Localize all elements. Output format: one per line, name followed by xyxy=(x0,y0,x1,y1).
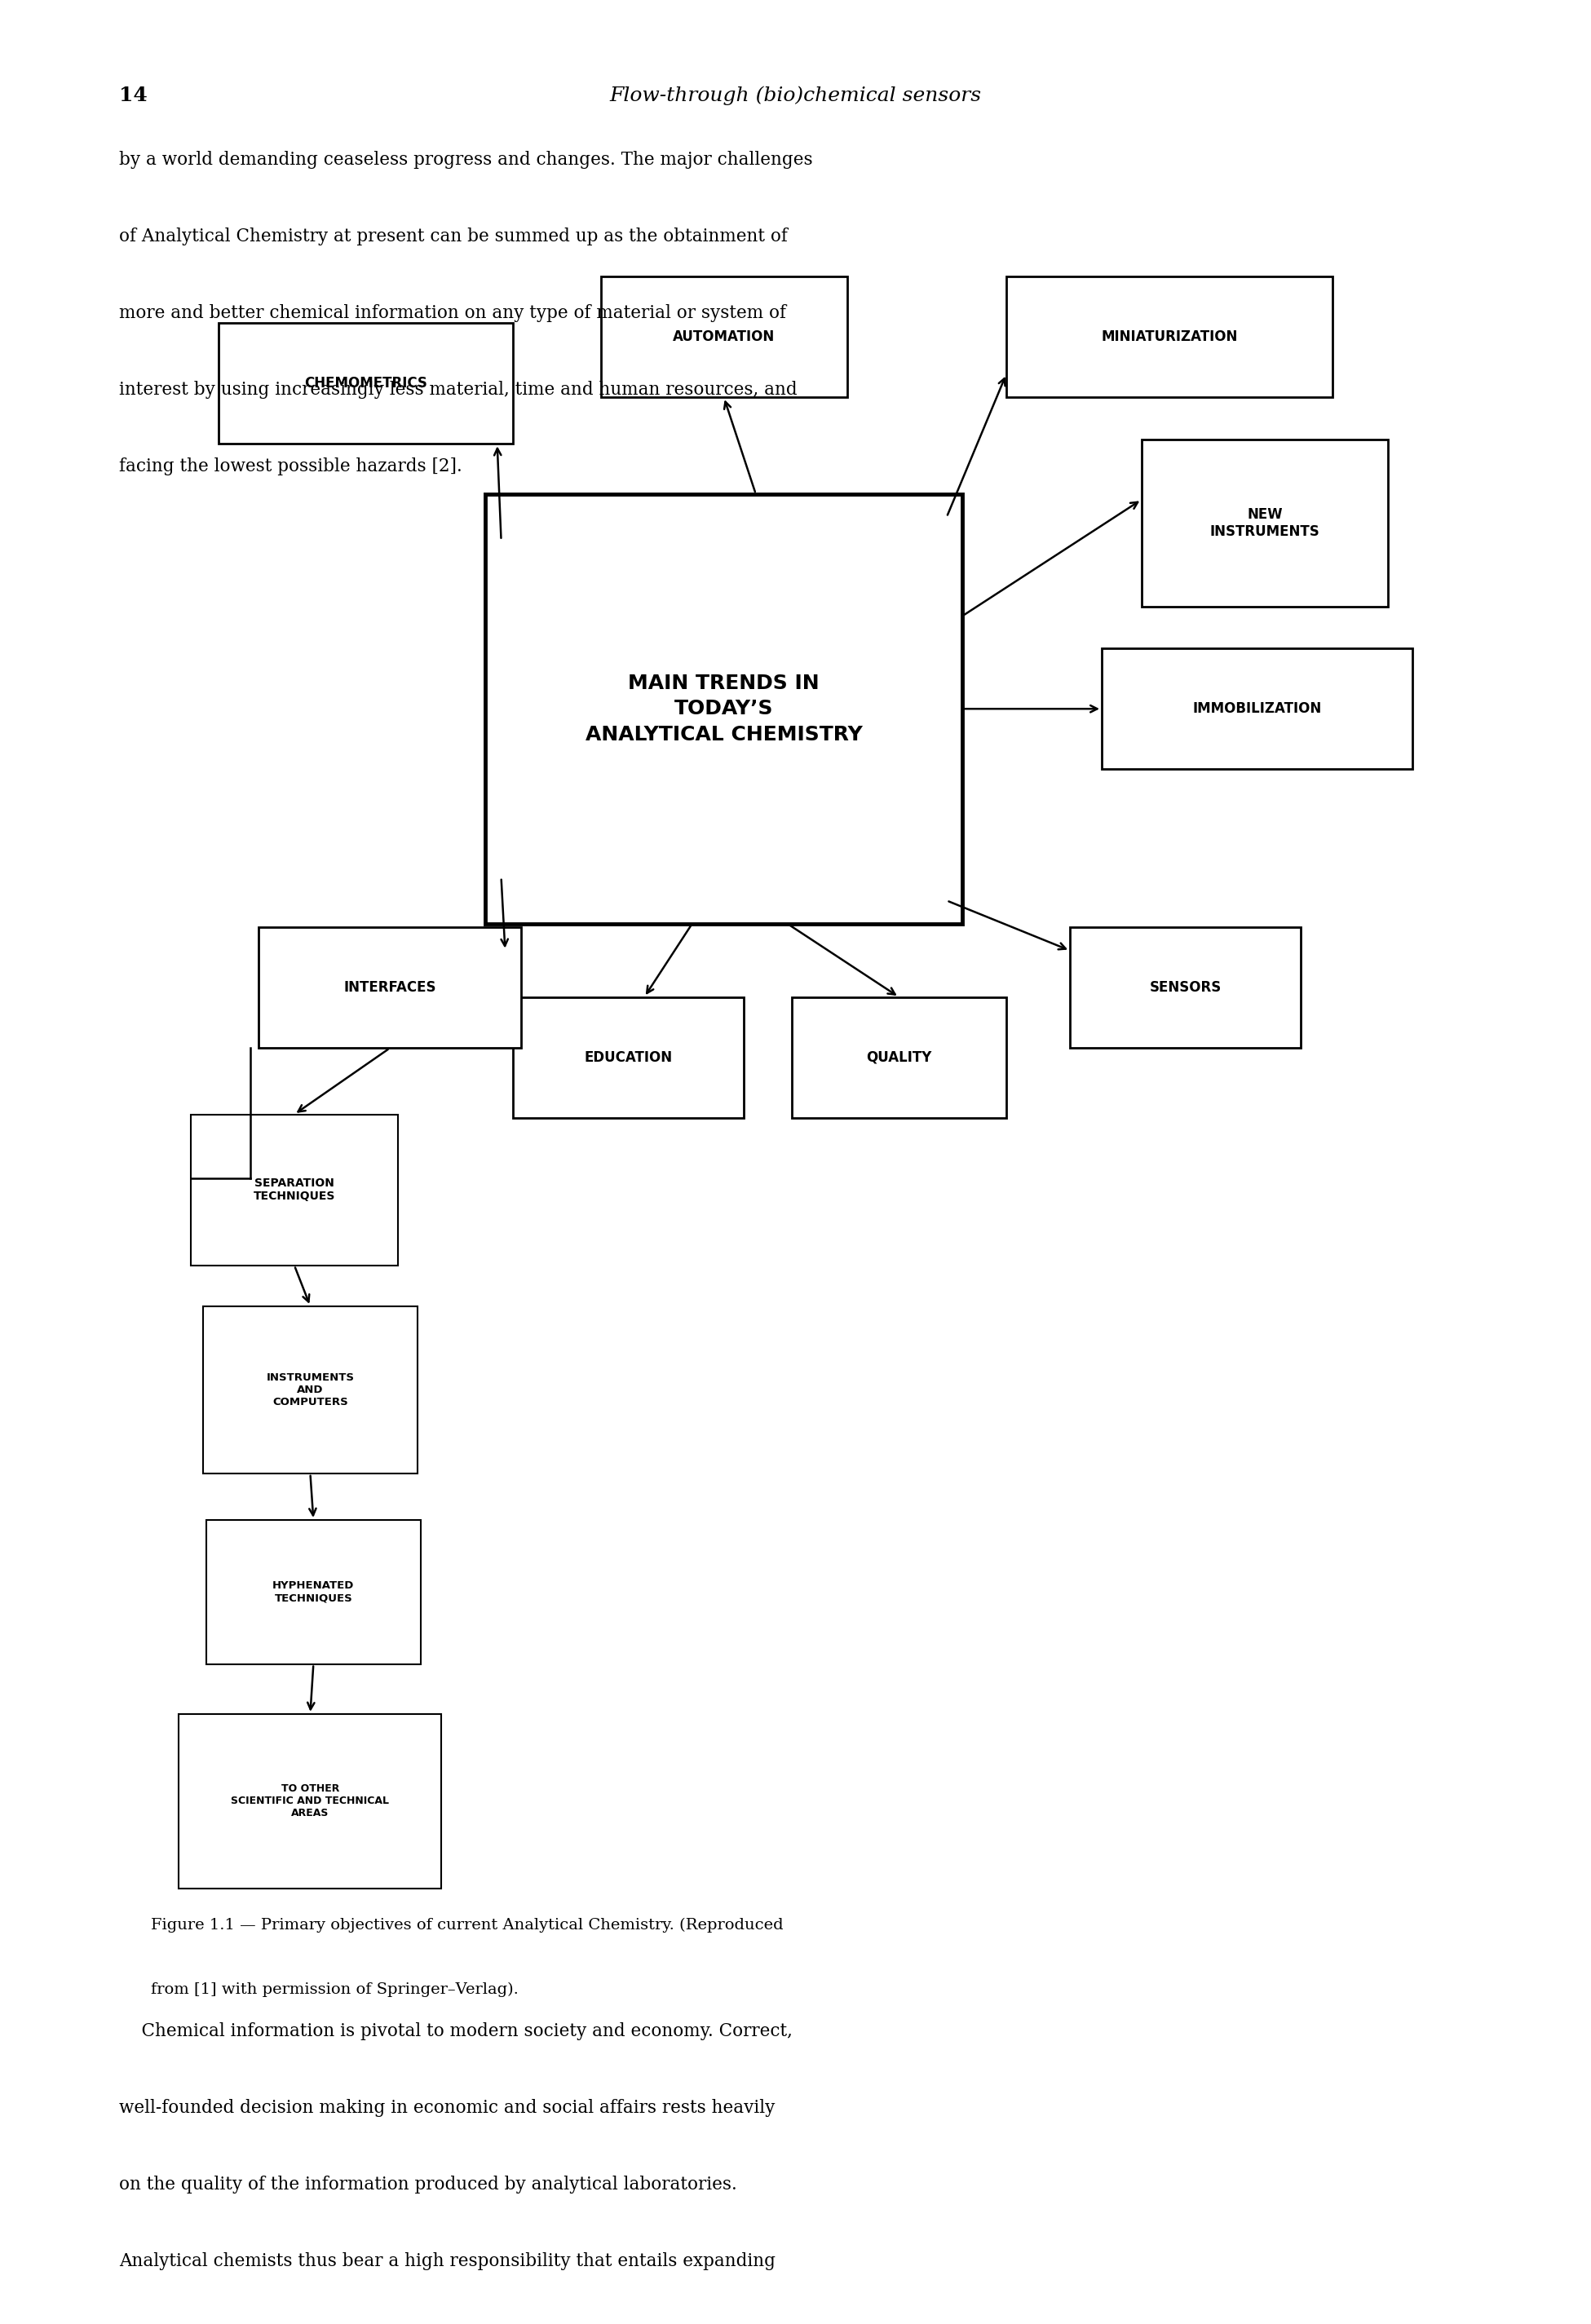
FancyBboxPatch shape xyxy=(180,1715,442,1887)
Text: QUALITY: QUALITY xyxy=(866,1050,932,1064)
FancyBboxPatch shape xyxy=(207,1520,420,1664)
FancyBboxPatch shape xyxy=(1071,927,1301,1048)
Text: from [1] with permission of Springer–Verlag).: from [1] with permission of Springer–Ver… xyxy=(151,1982,519,1996)
Text: AUTOMATION: AUTOMATION xyxy=(673,330,775,344)
Text: Flow-through (bio)chemical sensors: Flow-through (bio)chemical sensors xyxy=(609,86,982,105)
Text: 14: 14 xyxy=(119,86,148,105)
Text: Figure 1.1 — Primary objectives of current Analytical Chemistry. (Reproduced: Figure 1.1 — Primary objectives of curre… xyxy=(151,1917,784,1931)
FancyBboxPatch shape xyxy=(258,927,522,1048)
Text: Analytical chemists thus bear a high responsibility that entails expanding: Analytical chemists thus bear a high res… xyxy=(119,2252,776,2271)
FancyBboxPatch shape xyxy=(485,495,963,925)
Text: CHEMOMETRICS: CHEMOMETRICS xyxy=(304,376,428,390)
FancyBboxPatch shape xyxy=(601,277,846,397)
Text: interest by using increasingly less material, time and human resources, and: interest by using increasingly less mate… xyxy=(119,381,797,400)
Text: INSTRUMENTS
AND
COMPUTERS: INSTRUMENTS AND COMPUTERS xyxy=(266,1371,355,1408)
Text: HYPHENATED
TECHNIQUES: HYPHENATED TECHNIQUES xyxy=(272,1580,355,1604)
Text: IMMOBILIZATION: IMMOBILIZATION xyxy=(1192,702,1322,716)
FancyBboxPatch shape xyxy=(220,323,514,444)
Text: SEPARATION
TECHNIQUES: SEPARATION TECHNIQUES xyxy=(253,1178,336,1202)
Text: Chemical information is pivotal to modern society and economy. Correct,: Chemical information is pivotal to moder… xyxy=(119,2022,792,2040)
FancyBboxPatch shape xyxy=(791,997,1006,1118)
Text: MINIATURIZATION: MINIATURIZATION xyxy=(1101,330,1238,344)
FancyBboxPatch shape xyxy=(1142,439,1389,607)
Text: EDUCATION: EDUCATION xyxy=(584,1050,673,1064)
FancyBboxPatch shape xyxy=(514,997,745,1118)
FancyBboxPatch shape xyxy=(191,1116,398,1264)
Text: SENSORS: SENSORS xyxy=(1149,981,1222,995)
FancyBboxPatch shape xyxy=(1101,648,1413,769)
Text: TO OTHER
SCIENTIFIC AND TECHNICAL
AREAS: TO OTHER SCIENTIFIC AND TECHNICAL AREAS xyxy=(231,1783,390,1820)
Text: INTERFACES: INTERFACES xyxy=(344,981,436,995)
Text: facing the lowest possible hazards [2].: facing the lowest possible hazards [2]. xyxy=(119,458,463,476)
Text: by a world demanding ceaseless progress and changes. The major challenges: by a world demanding ceaseless progress … xyxy=(119,151,813,170)
FancyBboxPatch shape xyxy=(204,1306,417,1473)
Text: well-founded decision making in economic and social affairs rests heavily: well-founded decision making in economic… xyxy=(119,2099,775,2117)
Text: MAIN TRENDS IN
TODAY’S
ANALYTICAL CHEMISTRY: MAIN TRENDS IN TODAY’S ANALYTICAL CHEMIS… xyxy=(585,674,862,744)
FancyBboxPatch shape xyxy=(1006,277,1333,397)
Text: more and better chemical information on any type of material or system of: more and better chemical information on … xyxy=(119,304,786,323)
Text: of Analytical Chemistry at present can be summed up as the obtainment of: of Analytical Chemistry at present can b… xyxy=(119,228,788,246)
Text: on the quality of the information produced by analytical laboratories.: on the quality of the information produc… xyxy=(119,2175,737,2194)
Text: NEW
INSTRUMENTS: NEW INSTRUMENTS xyxy=(1209,507,1321,539)
